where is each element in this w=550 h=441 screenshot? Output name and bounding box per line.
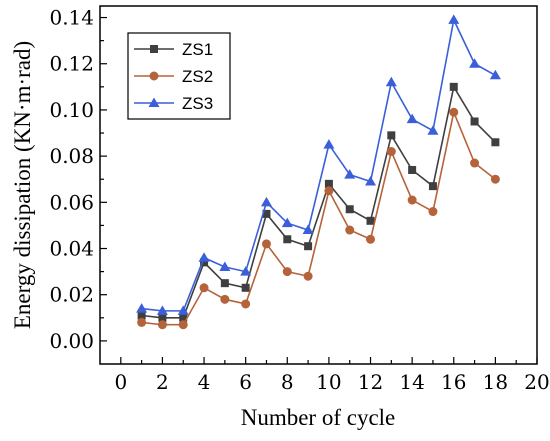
legend-item-zs3: ZS3 bbox=[134, 94, 213, 113]
data-point bbox=[489, 69, 501, 80]
series-line bbox=[141, 84, 496, 319]
data-point bbox=[302, 224, 314, 235]
legend-label: ZS3 bbox=[182, 94, 213, 113]
data-point bbox=[366, 216, 375, 225]
y-tick-label: 0.10 bbox=[49, 98, 94, 122]
data-point bbox=[345, 205, 354, 214]
y-tick-label: 0.06 bbox=[49, 190, 94, 214]
series-line bbox=[141, 17, 496, 312]
legend-marker bbox=[150, 45, 158, 53]
x-tick-label: 12 bbox=[358, 370, 383, 394]
data-point bbox=[262, 209, 271, 218]
x-tick-label: 10 bbox=[316, 370, 341, 394]
series-zs2 bbox=[137, 107, 500, 330]
legend-item-zs2: ZS2 bbox=[134, 67, 213, 86]
data-point bbox=[137, 317, 147, 327]
data-point bbox=[304, 242, 313, 251]
y-tick-label: 0.08 bbox=[49, 144, 94, 168]
data-point bbox=[449, 107, 459, 117]
data-point bbox=[241, 283, 250, 292]
data-point bbox=[303, 271, 313, 281]
y-tick-label: 0.12 bbox=[49, 52, 94, 76]
data-point bbox=[240, 266, 252, 276]
data-point bbox=[366, 234, 376, 244]
data-point bbox=[427, 125, 439, 135]
data-point bbox=[470, 158, 480, 168]
data-point bbox=[344, 169, 356, 179]
series-group bbox=[136, 14, 501, 330]
data-point bbox=[241, 299, 251, 309]
data-point bbox=[448, 14, 460, 24]
data-point bbox=[428, 207, 438, 217]
data-point bbox=[490, 174, 500, 184]
data-point bbox=[281, 217, 293, 228]
x-tick-label: 18 bbox=[483, 370, 508, 394]
data-point bbox=[282, 267, 292, 277]
data-point bbox=[260, 196, 272, 207]
data-point bbox=[158, 313, 167, 322]
x-axis: 0 2 4 6 8 10 12 14 16 18 20 bbox=[114, 357, 550, 394]
data-point bbox=[408, 165, 417, 174]
series-zs1 bbox=[137, 82, 500, 322]
x-tick-label: 4 bbox=[198, 370, 211, 394]
y-tick-label: 0.04 bbox=[49, 237, 94, 261]
y-tick-label: 0.14 bbox=[49, 6, 94, 30]
data-point bbox=[178, 320, 188, 330]
data-point bbox=[261, 239, 271, 249]
legend-marker bbox=[148, 97, 160, 107]
data-point bbox=[198, 252, 210, 262]
legend-label: ZS1 bbox=[182, 40, 213, 59]
data-point bbox=[136, 303, 148, 313]
x-tick-label: 2 bbox=[156, 370, 169, 394]
data-point bbox=[386, 147, 396, 157]
x-tick-label: 16 bbox=[441, 370, 466, 394]
data-point bbox=[406, 113, 418, 124]
data-point bbox=[157, 320, 167, 330]
legend: ZS1 ZS2 ZS3 bbox=[127, 32, 231, 120]
data-point bbox=[177, 305, 189, 315]
data-point bbox=[220, 279, 229, 288]
series-line bbox=[141, 109, 496, 326]
series-zs3 bbox=[136, 14, 501, 315]
data-point bbox=[385, 76, 397, 87]
data-point bbox=[220, 294, 230, 304]
y-axis-title: Energy dissipation (KN·m·rad) bbox=[10, 41, 35, 329]
data-point bbox=[156, 305, 168, 315]
y-tick-label: 0.00 bbox=[49, 329, 94, 353]
x-axis-title: Number of cycle bbox=[241, 405, 396, 430]
data-point bbox=[345, 225, 355, 235]
data-point bbox=[449, 82, 458, 91]
axes bbox=[99, 5, 538, 365]
data-point bbox=[137, 311, 146, 320]
data-point bbox=[428, 182, 437, 191]
data-point bbox=[199, 283, 209, 293]
data-point bbox=[470, 117, 479, 126]
data-point bbox=[323, 139, 335, 149]
x-tick-label: 8 bbox=[281, 370, 294, 394]
x-tick-label: 6 bbox=[239, 370, 252, 394]
data-point bbox=[324, 179, 333, 188]
plot-frame bbox=[99, 5, 538, 365]
legend-item-zs1: ZS1 bbox=[134, 40, 213, 59]
x-tick-label: 20 bbox=[524, 370, 549, 394]
data-point bbox=[283, 235, 292, 244]
data-point bbox=[179, 313, 188, 322]
data-point bbox=[387, 131, 396, 140]
data-point bbox=[200, 258, 209, 267]
y-tick-label: 0.02 bbox=[49, 283, 94, 307]
x-tick-label: 14 bbox=[399, 370, 424, 394]
data-point bbox=[491, 138, 500, 147]
x-tick-label: 0 bbox=[114, 370, 127, 394]
legend-marker bbox=[149, 71, 159, 81]
data-point bbox=[219, 261, 231, 271]
data-point bbox=[365, 176, 377, 186]
legend-label: ZS2 bbox=[182, 67, 213, 86]
data-point bbox=[407, 195, 417, 205]
y-axis: 0.00 0.02 0.04 0.06 0.08 0.10 0.12 0.14 bbox=[49, 6, 107, 353]
data-point bbox=[469, 58, 481, 68]
data-point bbox=[324, 186, 334, 196]
